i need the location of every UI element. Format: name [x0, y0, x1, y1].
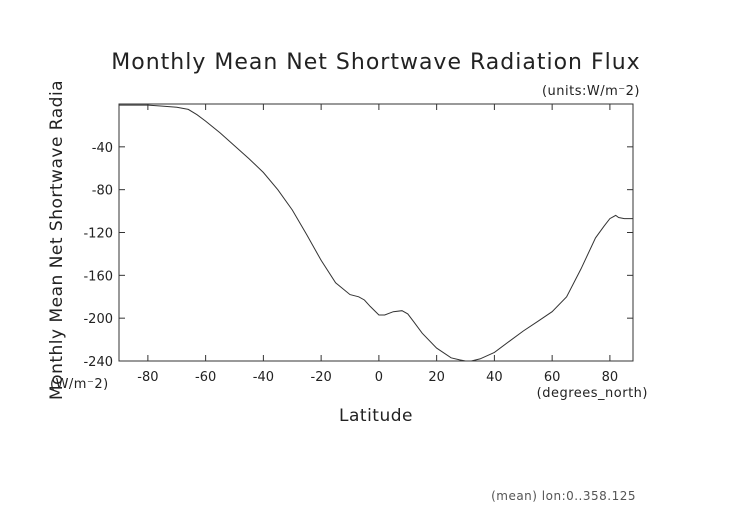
plot-frame [118, 103, 634, 362]
x-tick-label: 20 [428, 370, 445, 385]
x-tick-label: 40 [486, 370, 503, 385]
x-tick-label: -60 [195, 370, 216, 385]
x-units-label: (degrees_north) [537, 386, 648, 401]
x-axis-ticks: -80 -60 -40 -20 0 20 40 60 80 [137, 104, 618, 385]
x-tick-label: 80 [602, 370, 619, 385]
x-tick-label: -80 [137, 370, 158, 385]
chart-title: Monthly Mean Net Shortwave Radiation Flu… [111, 50, 640, 75]
x-tick-label: -20 [311, 370, 332, 385]
y-tick-label: -240 [83, 355, 113, 370]
y-tick-label: -80 [92, 184, 113, 199]
y-tick-label: -120 [83, 227, 113, 242]
x-tick-label: 0 [375, 370, 383, 385]
y-tick-label: -160 [83, 269, 113, 284]
y-axis-label: Monthly Mean Net Shortwave Radia [47, 80, 67, 400]
y-axis-ticks: -40 -80 -120 -160 -200 -240 [83, 141, 633, 370]
y-tick-label: -40 [92, 141, 113, 156]
series-line [119, 104, 633, 362]
y-units-label: (W/m⁻2) [50, 377, 109, 392]
units-label: (units:W/m⁻2) [542, 84, 640, 99]
x-tick-label: -40 [253, 370, 274, 385]
footnote: (mean) lon:0..358.125 [491, 489, 636, 503]
y-tick-label: -200 [83, 312, 113, 327]
x-axis-label: Latitude [339, 406, 413, 426]
x-tick-label: 60 [544, 370, 561, 385]
